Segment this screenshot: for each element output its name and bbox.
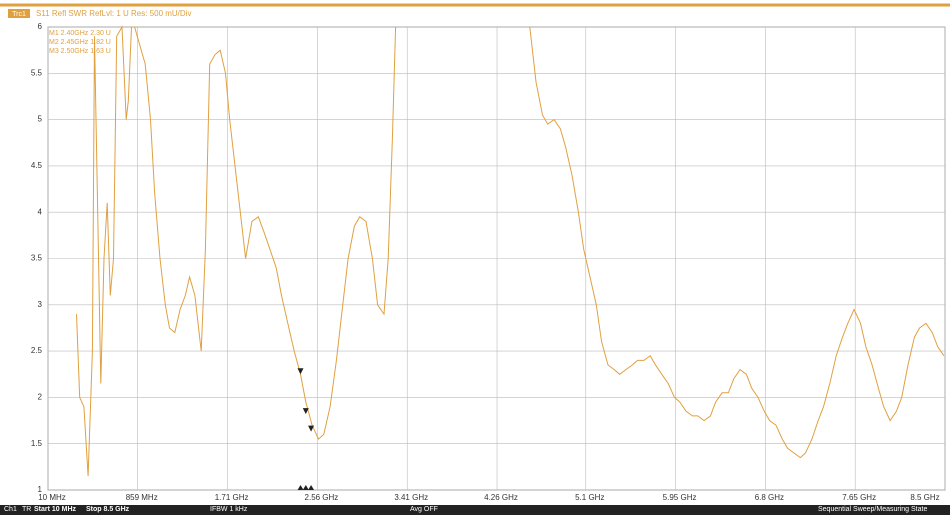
x-tick-label: 10 MHz xyxy=(38,493,66,502)
status-item: IFBW 1 kHz xyxy=(210,506,248,513)
marker-foot xyxy=(297,485,304,490)
x-tick-label: 4.26 GHz xyxy=(484,493,518,502)
y-tick-label: 5 xyxy=(38,115,43,124)
x-tick-label: 3.41 GHz xyxy=(394,493,428,502)
x-tick-label: 6.8 GHz xyxy=(755,493,784,502)
status-item: Stop 8.5 GHz xyxy=(86,506,130,513)
x-tick-label: 2.56 GHz xyxy=(305,493,339,502)
status-item: Ch1 xyxy=(4,506,17,513)
status-bar xyxy=(0,505,950,515)
y-tick-label: 1 xyxy=(38,485,43,494)
marker xyxy=(308,425,315,432)
trace-label: Trc1 xyxy=(12,11,26,18)
y-tick-label: 3 xyxy=(38,300,43,309)
status-item: Sequential Sweep/Measuring State xyxy=(818,506,928,513)
status-item: Avg OFF xyxy=(410,506,438,513)
y-tick-label: 1.5 xyxy=(31,439,43,448)
marker xyxy=(297,368,304,375)
trace xyxy=(76,25,397,477)
marker-readout: M3 2.50GHz 1.63 U xyxy=(49,48,111,55)
marker xyxy=(302,408,309,415)
y-tick-label: 4 xyxy=(38,207,43,216)
x-tick-label: 8.5 GHz xyxy=(910,493,939,502)
x-tick-label: 5.1 GHz xyxy=(575,493,604,502)
status-item: TR xyxy=(22,506,32,513)
x-tick-label: 1.71 GHz xyxy=(215,493,249,502)
x-tick-label: 7.65 GHz xyxy=(842,493,876,502)
marker-readout: M2 2.45GHz 1.82 U xyxy=(49,39,111,46)
marker-readout: M1 2.40GHz 2.30 U xyxy=(49,30,111,37)
marker-foot xyxy=(302,485,309,490)
x-tick-label: 859 MHz xyxy=(126,493,158,502)
x-tick-label: 5.95 GHz xyxy=(663,493,697,502)
y-tick-label: 6 xyxy=(38,22,43,31)
status-item: Start 10 MHz xyxy=(34,506,77,513)
y-tick-label: 2 xyxy=(38,393,43,402)
y-tick-label: 3.5 xyxy=(31,254,43,263)
y-tick-label: 4.5 xyxy=(31,161,43,170)
trace xyxy=(529,26,945,459)
y-tick-label: 5.5 xyxy=(31,68,43,77)
y-tick-label: 2.5 xyxy=(31,346,43,355)
trace-tab xyxy=(8,9,30,18)
marker-foot xyxy=(308,485,315,490)
trace-setup: S11 Refl SWR RefLvl: 1 U Res: 500 mU/Div xyxy=(36,9,191,18)
